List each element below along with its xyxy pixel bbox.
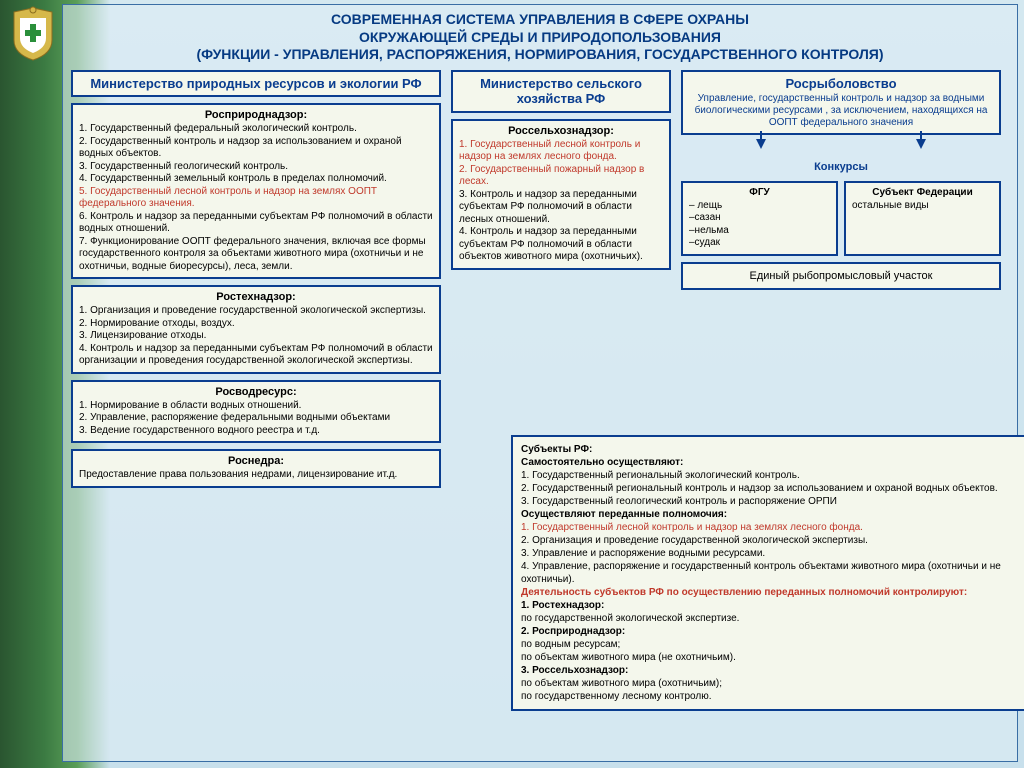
arrow-down-icon	[916, 139, 926, 149]
list-item: 1. Организация и проведение государствен…	[79, 305, 433, 318]
box-body: Предоставление права пользования недрами…	[79, 469, 433, 482]
rosselkhoznadzor-box: Россельхознадзор: 1. Государственный лес…	[451, 119, 671, 270]
fgu-subjekt-row: ФГУ – лещь –сазан –нельма –судак Субъект…	[681, 181, 1001, 256]
section-heading: Субъекты РФ:	[521, 443, 1024, 456]
list-item: по государственной экологической эксперт…	[521, 612, 1024, 625]
rosprirodnadzor-box: Росприроднадзор: 1. Государственный феде…	[71, 103, 441, 279]
list-item: по объектам животного мира (не охотничьи…	[521, 651, 1024, 664]
list-item: по водным ресурсам;	[521, 638, 1024, 651]
list-item: 3. Управление и распоряжение водными рес…	[521, 547, 1024, 560]
list-item: 4. Контроль и надзор за переданными субъ…	[79, 343, 433, 368]
list-item: 3. Ведение государственного водного реес…	[79, 425, 433, 438]
list-item: 4. Контроль и надзор за переданными субъ…	[459, 226, 663, 264]
ministry-natural-resources-header: Министерство природных ресурсов и эколог…	[71, 70, 441, 98]
list-item: 2. Государственный региональный контроль…	[521, 482, 1024, 495]
subjects-rf-box: Субъекты РФ: Самостоятельно осуществляют…	[511, 435, 1024, 711]
ministry-agriculture-header: Министерство сельского хозяйства РФ	[451, 70, 671, 113]
coat-of-arms-icon	[10, 6, 56, 62]
list-item: 6. Контроль и надзор за переданными субъ…	[79, 211, 433, 236]
list-item: 3. Лицензирование отходы.	[79, 330, 433, 343]
list-item: 3. Государственный геологический контрол…	[521, 495, 1024, 508]
list-item: 1. Государственный лесной контроль и над…	[459, 139, 663, 164]
list-item: 2. Государственный контроль и надзор за …	[79, 136, 433, 161]
rosvodresurs-box: Росводресурс: 1. Нормирование в области …	[71, 380, 441, 444]
arrow-down-icon	[756, 139, 766, 149]
box-title: Россельхознадзор:	[459, 125, 663, 137]
main-panel: СОВРЕМЕННАЯ СИСТЕМА УПРАВЛЕНИЯ В СФЕРЕ О…	[62, 4, 1018, 762]
box-body: остальные виды	[852, 200, 993, 213]
arrows-row	[681, 139, 1001, 153]
section-heading: Осуществляют переданные полномочия:	[521, 508, 1024, 521]
box-title: Росприроднадзор:	[79, 109, 433, 121]
list-item: 2. Росприроднадзор:	[521, 625, 1024, 638]
edinyi-uchastok-box: Единый рыбопромысловый участок	[681, 262, 1001, 290]
title-line: ОКРУЖАЮЩЕЙ СРЕДЫ И ПРИРОДОПОЛЬЗОВАНИЯ	[71, 29, 1009, 47]
section-heading: Деятельность субъектов РФ по осуществлен…	[521, 586, 1024, 599]
fgu-box: ФГУ – лещь –сазан –нельма –судак	[681, 181, 838, 256]
list-item: 2. Управление, распоряжение федеральными…	[79, 412, 433, 425]
list-item: 3. Государственный геологический контрол…	[79, 161, 433, 174]
box-body: – лещь –сазан –нельма –судак	[689, 200, 830, 250]
box-body: 1. Организация и проведение государствен…	[79, 305, 433, 368]
page-title: СОВРЕМЕННАЯ СИСТЕМА УПРАВЛЕНИЯ В СФЕРЕ О…	[71, 11, 1009, 64]
title-line: (ФУНКЦИИ - УПРАВЛЕНИЯ, РАСПОРЯЖЕНИЯ, НОР…	[71, 46, 1009, 64]
list-item: 1. Нормирование в области водных отношен…	[79, 400, 433, 413]
box-body: 1. Государственный лесной контроль и над…	[459, 139, 663, 264]
section-heading: Самостоятельно осуществляют:	[521, 456, 1024, 469]
list-item: 3. Контроль и надзор за переданными субъ…	[459, 189, 663, 227]
title-line: СОВРЕМЕННАЯ СИСТЕМА УПРАВЛЕНИЯ В СФЕРЕ О…	[71, 11, 1009, 29]
box-title: ФГУ	[689, 187, 830, 200]
box-title: Ростехнадзор:	[79, 291, 433, 303]
subjekt-federatsii-box: Субъект Федерации остальные виды	[844, 181, 1001, 256]
header-title: Росрыболовство	[689, 76, 993, 92]
list-item: 2. Организация и проведение государствен…	[521, 534, 1024, 547]
list-item: по объектам животного мира (охотничьим);	[521, 677, 1024, 690]
list-item: 1. Государственный федеральный экологиче…	[79, 123, 433, 136]
list-item: 1. Ростехнадзор:	[521, 599, 1024, 612]
list-item: 4. Управление, распоряжение и государств…	[521, 560, 1024, 586]
list-item: по государственному лесному контролю.	[521, 690, 1024, 703]
list-item: Предоставление права пользования недрами…	[79, 469, 433, 482]
box-title: Роснедра:	[79, 455, 433, 467]
list-item: 7. Функционирование ООПТ федерального зн…	[79, 236, 433, 274]
box-title: Субъект Федерации	[852, 187, 993, 200]
list-item: 4. Государственный земельный контроль в …	[79, 173, 433, 186]
list-item: 5. Государственный лесной контроль и над…	[79, 186, 433, 211]
list-item: 3. Россельхознадзор:	[521, 664, 1024, 677]
rosnedra-box: Роснедра: Предоставление права пользован…	[71, 449, 441, 488]
box-title: Росводресурс:	[79, 386, 433, 398]
rosrybolovstvo-header: Росрыболовство Управление, государственн…	[681, 70, 1001, 136]
list-item: 1. Государственный лесной контроль и над…	[521, 521, 1024, 534]
list-item: 2. Государственный пожарный надзор в лес…	[459, 164, 663, 189]
header-subtitle: Управление, государственный контроль и н…	[689, 93, 993, 129]
box-body: 1. Нормирование в области водных отношен…	[79, 400, 433, 438]
rostekhnadzor-box: Ростехнадзор: 1. Организация и проведени…	[71, 285, 441, 374]
column-left: Министерство природных ресурсов и эколог…	[71, 70, 441, 750]
list-item: 2. Нормирование отходы, воздух.	[79, 318, 433, 331]
box-body: 1. Государственный федеральный экологиче…	[79, 123, 433, 273]
konkursy-label: Конкурсы	[681, 161, 1001, 173]
list-item: 1. Государственный региональный экологич…	[521, 469, 1024, 482]
